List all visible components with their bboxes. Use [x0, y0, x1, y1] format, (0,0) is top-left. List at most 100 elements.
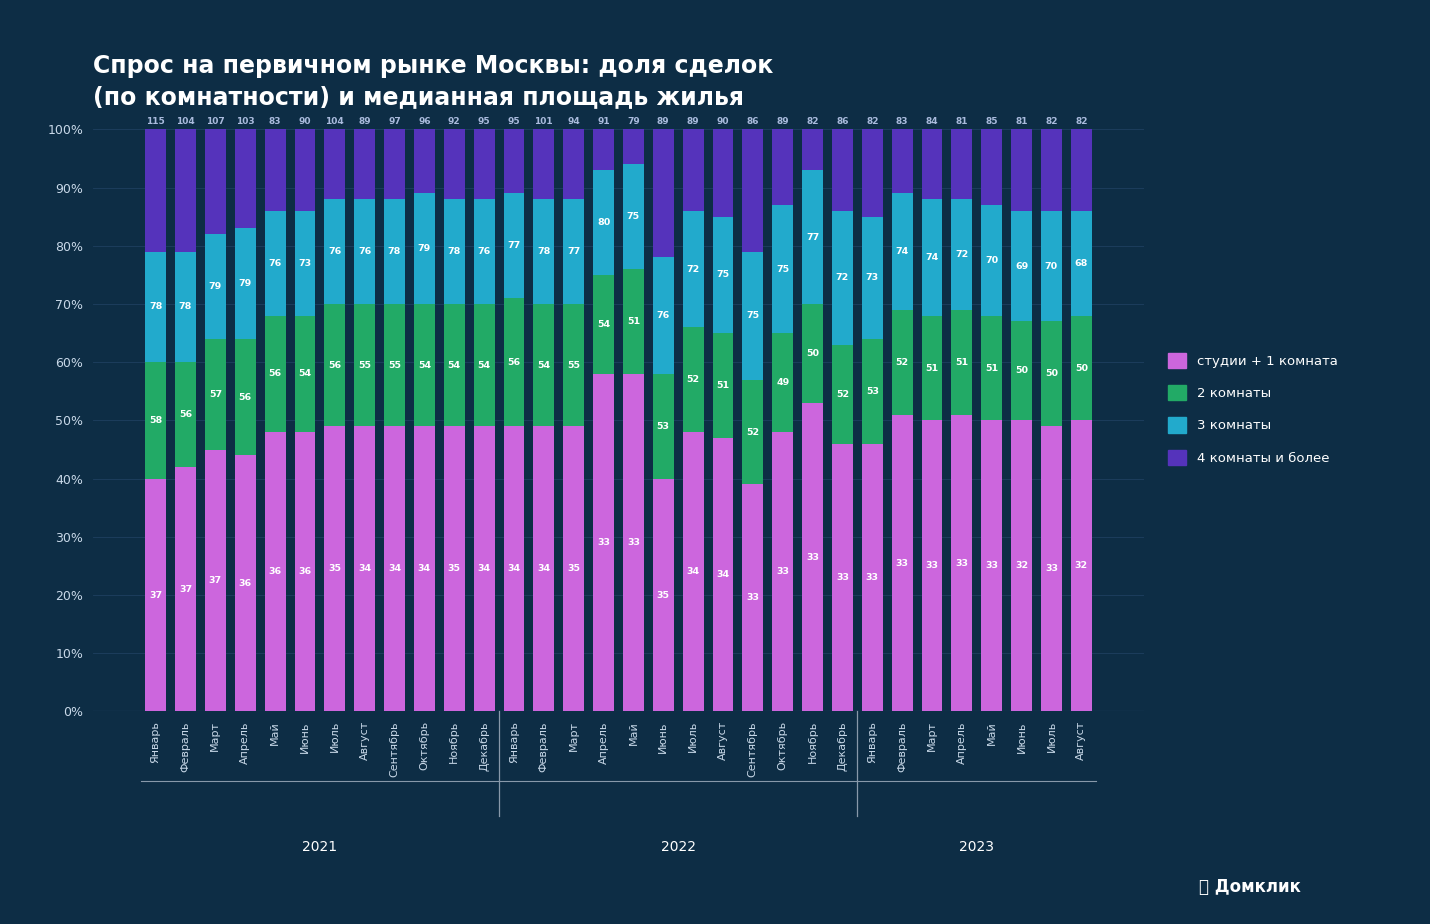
Bar [355, 304, 375, 426]
Bar [174, 129, 196, 251]
Text: 78: 78 [538, 247, 551, 256]
Text: 78: 78 [448, 247, 460, 256]
Text: 2022: 2022 [661, 840, 695, 854]
Bar [654, 258, 674, 374]
Text: 34: 34 [716, 570, 729, 579]
Bar [951, 415, 972, 711]
Bar [295, 316, 316, 432]
Bar [265, 211, 286, 316]
Bar [742, 380, 764, 484]
Bar [355, 200, 375, 304]
Text: 54: 54 [596, 320, 611, 329]
Bar [623, 129, 644, 164]
Text: 104: 104 [176, 117, 194, 127]
Text: 97: 97 [388, 117, 400, 127]
Text: 94: 94 [568, 117, 581, 127]
Text: 36: 36 [239, 579, 252, 588]
Text: 75: 75 [716, 271, 729, 279]
Bar [1011, 420, 1032, 711]
Bar [235, 339, 256, 456]
Bar [503, 193, 525, 298]
Text: 55: 55 [568, 360, 581, 370]
Text: 50: 50 [1015, 367, 1028, 375]
Text: 82: 82 [807, 117, 819, 127]
Bar [981, 129, 1002, 205]
Bar [593, 129, 613, 170]
Bar [385, 304, 405, 426]
Text: 82: 82 [1075, 117, 1088, 127]
Text: 69: 69 [1015, 261, 1028, 271]
Bar [385, 426, 405, 711]
Text: 55: 55 [388, 360, 400, 370]
Bar [742, 251, 764, 380]
Bar [295, 432, 316, 711]
Bar [533, 304, 555, 426]
Text: 33: 33 [598, 538, 611, 547]
Bar [1011, 322, 1032, 420]
Bar [742, 129, 764, 251]
Text: 75: 75 [626, 213, 641, 221]
Text: 84: 84 [925, 117, 938, 127]
Text: 82: 82 [867, 117, 878, 127]
Text: 79: 79 [626, 117, 639, 127]
Text: 72: 72 [955, 250, 968, 259]
Text: 50: 50 [807, 349, 819, 358]
Text: 54: 54 [299, 370, 312, 378]
Text: 56: 56 [179, 410, 192, 419]
Bar [802, 403, 824, 711]
Bar [385, 200, 405, 304]
Text: 76: 76 [269, 259, 282, 268]
Text: 33: 33 [837, 573, 849, 582]
Text: 2021: 2021 [302, 840, 337, 854]
Bar [563, 426, 583, 711]
Text: 37: 37 [179, 585, 192, 594]
Bar [235, 456, 256, 711]
Bar [892, 129, 912, 193]
Bar [921, 200, 942, 316]
Text: 107: 107 [206, 117, 225, 127]
Text: 86: 86 [837, 117, 848, 127]
Text: 77: 77 [807, 233, 819, 241]
Text: 🏠 Домклик: 🏠 Домклик [1200, 879, 1301, 896]
Text: 86: 86 [746, 117, 759, 127]
Text: 52: 52 [895, 358, 908, 367]
Bar [325, 304, 345, 426]
Text: 82: 82 [1045, 117, 1058, 127]
Bar [1071, 211, 1091, 316]
Text: 72: 72 [835, 274, 849, 283]
Bar [1071, 420, 1091, 711]
Bar [772, 129, 794, 205]
Bar [802, 304, 824, 403]
Bar [623, 374, 644, 711]
Text: 81: 81 [1015, 117, 1028, 127]
Text: 77: 77 [568, 247, 581, 256]
Bar [654, 479, 674, 711]
Text: 54: 54 [538, 360, 551, 370]
Text: 51: 51 [955, 358, 968, 367]
Bar [413, 426, 435, 711]
Text: 76: 76 [358, 247, 372, 256]
Bar [295, 129, 316, 211]
Text: 33: 33 [955, 558, 968, 567]
Text: 85: 85 [985, 117, 998, 127]
Text: 32: 32 [1015, 562, 1028, 570]
Bar [174, 467, 196, 711]
Bar [862, 129, 882, 217]
Bar [443, 200, 465, 304]
Bar [802, 170, 824, 304]
Text: 115: 115 [146, 117, 164, 127]
Bar [473, 200, 495, 304]
Text: 34: 34 [508, 565, 521, 574]
Bar [712, 438, 734, 711]
Bar [1041, 211, 1062, 322]
Bar [563, 129, 583, 200]
Text: 89: 89 [686, 117, 699, 127]
Text: 70: 70 [1045, 261, 1058, 271]
Text: 53: 53 [865, 387, 879, 395]
Text: 77: 77 [508, 241, 521, 250]
Text: 89: 89 [656, 117, 669, 127]
Bar [981, 205, 1002, 316]
Text: 56: 56 [508, 358, 521, 367]
Bar [892, 193, 912, 310]
Text: 78: 78 [388, 247, 402, 256]
